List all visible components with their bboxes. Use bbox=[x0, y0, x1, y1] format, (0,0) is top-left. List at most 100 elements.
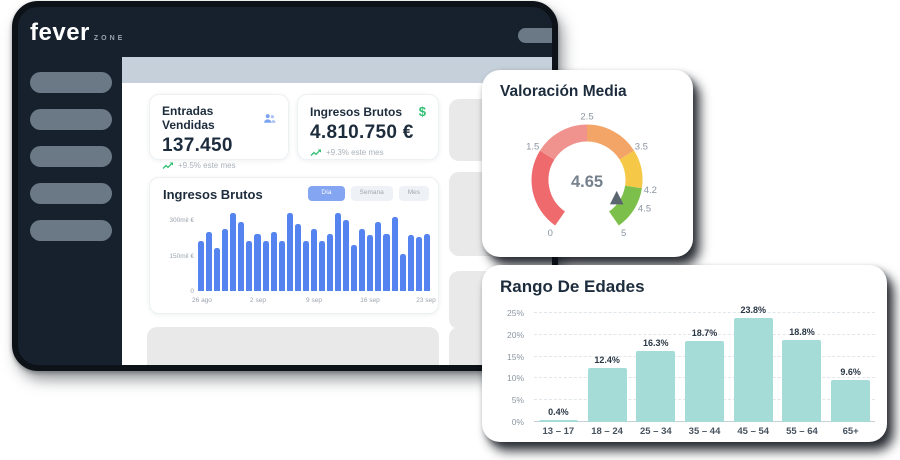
gauge-segment bbox=[531, 150, 566, 226]
tab-mes[interactable]: Mes bbox=[398, 186, 429, 201]
age-bar-value: 16.3% bbox=[643, 337, 669, 348]
revenue-y-labels: 0 150mil €300mil € bbox=[169, 217, 194, 295]
revenue-bar bbox=[391, 217, 398, 291]
age-bar-value: 18.7% bbox=[691, 327, 718, 338]
revenue-bar bbox=[310, 228, 317, 291]
age-chart-card: Rango De Edades 0% 5% 10% 15% 20% 25% 0.4% 12.… bbox=[482, 265, 887, 442]
revenue-bar bbox=[327, 234, 334, 291]
revenue-bar bbox=[238, 222, 245, 291]
age-bar-slot: 0.4% bbox=[534, 313, 583, 422]
people-icon bbox=[263, 113, 276, 123]
revenue-bar bbox=[214, 247, 221, 291]
revenue-bar bbox=[222, 229, 229, 291]
gauge-tick-label: 1.5 bbox=[526, 142, 539, 153]
age-bar-value: 9.6% bbox=[840, 367, 861, 378]
logo-brand: fever bbox=[30, 19, 90, 46]
age-x-label: 13 – 17 bbox=[542, 426, 575, 437]
stat-card-entradas: Entradas Vendidas 137.450 +9.5% este mes bbox=[149, 94, 289, 170]
sidebar-item-2[interactable] bbox=[30, 109, 112, 130]
chart-period-tabs: Día Semana Mes bbox=[308, 186, 429, 201]
age-bar bbox=[587, 367, 627, 422]
tab-dia[interactable]: Día bbox=[308, 186, 345, 201]
stat-trend-label: +9.3% este mes bbox=[326, 148, 384, 157]
revenue-bar bbox=[254, 234, 261, 291]
placeholder-box-4 bbox=[147, 327, 439, 365]
age-bar bbox=[733, 318, 773, 422]
revenue-bar bbox=[351, 244, 358, 291]
revenue-bar bbox=[246, 240, 253, 291]
age-bar bbox=[831, 380, 871, 422]
age-chart-title: Rango De Edades bbox=[500, 277, 645, 296]
stat-title: Entradas Vendidas bbox=[162, 104, 215, 132]
age-bar-value: 23.8% bbox=[740, 305, 766, 316]
age-bar bbox=[782, 340, 822, 422]
gauge-tick-label: 5 bbox=[621, 228, 626, 239]
age-bars: 0.4% 12.4% 16.3% 18.7% 23.8% 18.8% 9.6% bbox=[534, 305, 875, 422]
age-bar-value: 18.8% bbox=[789, 327, 815, 337]
revenue-bar bbox=[198, 241, 205, 291]
gauge-value: 4.65 bbox=[571, 173, 603, 191]
sidebar-item-4[interactable] bbox=[30, 183, 112, 204]
age-plot: 0.4% 12.4% 16.3% 18.7% 23.8% 18.8% 9.6% bbox=[534, 305, 875, 422]
age-bar bbox=[685, 340, 725, 422]
revenue-bar bbox=[206, 232, 213, 291]
age-x-label: 45 – 54 bbox=[737, 426, 770, 437]
sidebar-item-5[interactable] bbox=[30, 220, 112, 241]
revenue-bar bbox=[294, 223, 301, 291]
age-x-label: 65+ bbox=[842, 426, 859, 437]
logo: fever ZONE bbox=[30, 19, 125, 47]
sidebar: fever ZONE bbox=[18, 7, 122, 365]
gauge-segment bbox=[619, 150, 643, 189]
revenue-bar bbox=[262, 240, 269, 291]
revenue-bar bbox=[335, 212, 342, 291]
revenue-bar bbox=[415, 237, 422, 291]
revenue-bar bbox=[318, 240, 325, 291]
age-bar-value: 12.4% bbox=[594, 354, 620, 365]
trend-up-icon bbox=[162, 162, 173, 169]
age-x-labels: 13 – 17 18 – 24 25 – 34 35 – 44 45 – 54 55 – … bbox=[534, 426, 875, 438]
gauge-tick-label: 4.5 bbox=[638, 204, 651, 215]
gauge-segment bbox=[539, 124, 588, 160]
revenue-bar bbox=[383, 234, 390, 291]
revenue-bars bbox=[198, 208, 430, 291]
age-bar bbox=[636, 350, 676, 422]
gauge-pointer-icon bbox=[609, 190, 624, 205]
age-x-label: 55 – 64 bbox=[786, 426, 818, 437]
sidebar-item-1[interactable] bbox=[30, 72, 112, 93]
gauge-title: Valoración Media bbox=[500, 83, 627, 100]
age-bar-slot: 18.7% bbox=[680, 313, 729, 422]
stat-value: 4.810.750 € bbox=[310, 122, 414, 143]
stat-trend-label: +9.5% este mes bbox=[178, 161, 236, 170]
revenue-chart-title: Ingresos Brutos bbox=[163, 187, 263, 202]
logo-suffix: ZONE bbox=[93, 35, 126, 42]
age-x-label: 35 – 44 bbox=[688, 426, 721, 437]
page-header-strip bbox=[122, 57, 552, 83]
age-y-labels: 0% 5% 10% 15% 20% 25% bbox=[506, 308, 524, 427]
age-bar-slot: 16.3% bbox=[631, 313, 680, 422]
age-bar-slot: 12.4% bbox=[583, 313, 632, 422]
stat-card-ingresos: Ingresos Brutos $ 4.810.750 € +9.3% este… bbox=[297, 94, 439, 160]
topbar-search-placeholder[interactable] bbox=[518, 28, 552, 43]
revenue-bar bbox=[399, 253, 406, 291]
gauge-segment bbox=[608, 185, 642, 226]
gauge-chart: 0 1.5 2.5 3.5 4.2 4.5 5 4.65 bbox=[526, 112, 657, 239]
revenue-bar bbox=[375, 222, 382, 291]
age-bar-slot: 9.6% bbox=[826, 313, 875, 422]
revenue-bar bbox=[230, 213, 237, 291]
revenue-bar bbox=[407, 234, 414, 291]
revenue-bar bbox=[286, 213, 293, 291]
age-bar bbox=[538, 420, 578, 422]
age-bar-value: 0.4% bbox=[548, 407, 569, 418]
sidebar-item-3[interactable] bbox=[30, 146, 112, 167]
gauge-tick-label: 3.5 bbox=[635, 142, 648, 153]
gauge-segment bbox=[586, 124, 635, 160]
dollar-icon: $ bbox=[418, 104, 426, 119]
tab-semana[interactable]: Semana bbox=[350, 186, 393, 201]
gauge-card: Valoración Media 0 1.5 2.5 3.5 4.2 4.5 5 4.65 bbox=[482, 70, 693, 257]
revenue-x-labels: 26 ago 2 sep 9 sep 16 sep 23 sep bbox=[192, 297, 436, 304]
revenue-bar bbox=[359, 229, 366, 291]
revenue-chart-card: Ingresos Brutos Día Semana Mes 0 150mil €… bbox=[149, 177, 439, 314]
age-bar-slot: 23.8% bbox=[729, 305, 778, 422]
age-x-label: 18 – 24 bbox=[591, 426, 623, 437]
revenue-bar bbox=[367, 234, 374, 291]
